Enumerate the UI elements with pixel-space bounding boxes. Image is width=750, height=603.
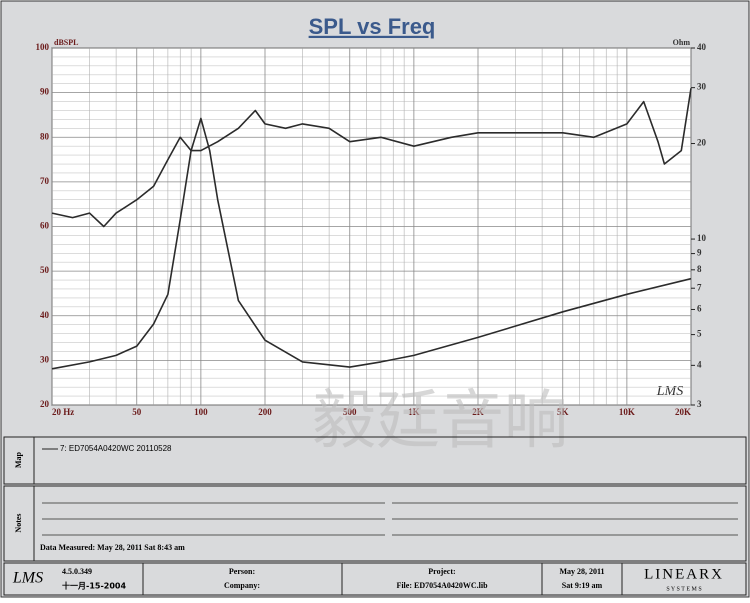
chart-title: SPL vs Freq	[309, 14, 436, 39]
y2-tick-label: 30	[697, 82, 707, 92]
y2-axis-label: Ohm	[673, 38, 691, 47]
version: 4.5.0.349	[62, 567, 92, 576]
build-date: 十一月-15-2004	[62, 581, 126, 591]
y-tick-label: 90	[40, 87, 50, 97]
y-tick-label: 40	[40, 310, 50, 320]
x-tick-label: 2K	[472, 407, 484, 417]
y-tick-label: 20	[40, 399, 50, 409]
y2-tick-label: 9	[697, 248, 702, 258]
watermark: 毅廷音响	[312, 385, 568, 459]
y2-tick-label: 8	[697, 264, 702, 274]
legend-entry: 7: ED7054A0420WC 20110528	[60, 444, 172, 453]
y-tick-label: 30	[40, 354, 50, 364]
footer-logo: LMS	[12, 570, 43, 587]
x-tick-label: 1K	[408, 407, 420, 417]
y2-tick-label: 6	[697, 304, 702, 314]
brand-sub: S Y S T E M S	[666, 586, 701, 592]
series-line	[51, 117, 692, 370]
person: Person:	[229, 567, 255, 576]
y-tick-label: 60	[40, 221, 50, 231]
footer-dividers	[142, 563, 623, 595]
company: Company:	[224, 581, 260, 590]
brand: LINEARX	[644, 566, 724, 582]
x-tick-label: 500	[343, 407, 357, 417]
series-line	[51, 88, 692, 228]
x-tick-label: 100	[194, 407, 208, 417]
y2-tick-label: 3	[697, 399, 702, 409]
y2-tick-label: 20	[697, 138, 707, 148]
y2-tick-label: 40	[697, 42, 707, 52]
print-time: Sat 9:19 am	[562, 581, 603, 590]
x-tick-label: 50	[132, 407, 142, 417]
y2-tick-label: 5	[697, 329, 702, 339]
project: Project:	[428, 567, 455, 576]
x-tick-label: 200	[258, 407, 272, 417]
y-tick-label: 50	[40, 265, 50, 275]
print-date: May 28, 2011	[559, 567, 604, 576]
plot-layer: 20 30 40 50 60 70 80 90 100 20 Hz 50 100 200 500 1K 2K 5…	[36, 42, 707, 417]
notes-label: Notes	[14, 513, 23, 532]
y-axis-label: dBSPL	[54, 38, 78, 47]
x-tick-label: 10K	[619, 407, 635, 417]
y-tick-label: 70	[40, 176, 50, 186]
map-label: Map	[14, 451, 23, 468]
x-tick-label: 20 Hz	[52, 407, 74, 417]
y2-tick-label: 4	[697, 359, 702, 369]
y-tick-label: 80	[40, 131, 50, 141]
map-panel	[3, 436, 747, 485]
footer-panel	[3, 562, 747, 596]
measured-date: Data Measured: May 28, 2011 Sat 8:43 am	[40, 543, 185, 552]
file: File: ED7054A0420WC.lib	[396, 581, 488, 590]
note-lines	[42, 502, 738, 536]
y-tick-label: 100	[36, 42, 50, 52]
plot-logo: LMS	[656, 384, 683, 399]
x-tick-label: 5K	[557, 407, 569, 417]
y2-tick-label: 7	[697, 282, 702, 292]
y2-tick-label: 10	[697, 233, 707, 243]
x-tick-label: 20K	[675, 407, 691, 417]
notes-panel	[3, 485, 747, 562]
